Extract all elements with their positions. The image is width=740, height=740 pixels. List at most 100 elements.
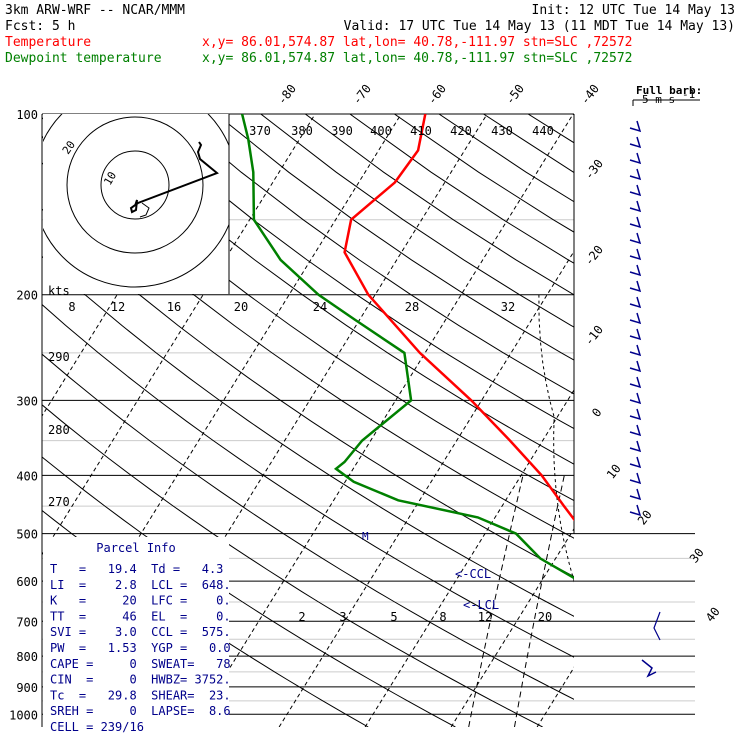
hodograph-ring-label: 10 — [101, 170, 119, 188]
valid-time: Valid: 17 UTC Tue 14 May 13 (11 MDT Tue … — [344, 19, 735, 34]
barb-legend-unit: 5 m s — [642, 93, 675, 106]
mixing-ratio-label: 8 — [439, 610, 446, 624]
dry-adiabat — [483, 114, 574, 174]
isotherm-label: 20 — [635, 508, 655, 528]
pressure-tick-label: 900 — [16, 681, 38, 695]
parcel-info-row: CELL = 239/16 — [50, 720, 144, 734]
mixing-ratio-label: 8 — [68, 300, 75, 314]
moist-adiabat — [640, 295, 717, 715]
theta-label: 370 — [249, 124, 271, 138]
wind-barb — [629, 424, 642, 437]
dry-adiabat — [82, 114, 574, 465]
lower-mixing-ratio-labels: 2 3 5 8 12 20 — [298, 610, 552, 624]
left-theta-label: 290 — [48, 350, 70, 364]
isotherm — [364, 389, 574, 727]
barb-legend-title: Full barb: — [636, 84, 702, 97]
theta-label: 400 — [370, 124, 392, 138]
left-theta-label: 270 — [48, 495, 70, 509]
hodograph-ring-inner — [100, 150, 170, 220]
isotherm — [623, 114, 740, 727]
wind-barb — [629, 488, 642, 501]
isotherm — [450, 527, 574, 727]
isotherm-label: -80 — [275, 82, 299, 108]
wind-barb — [629, 216, 642, 229]
parcel-info-row: SVI = 3.0 CCL = 575. — [50, 625, 231, 639]
parcel-info-row: SREH = 0 LAPSE= 8.6 — [50, 704, 231, 718]
mixing-ratio-label: 2 — [298, 610, 305, 624]
wind-barb — [629, 328, 642, 341]
dewpoint-profile — [240, 114, 574, 580]
temperature-profile — [343, 114, 574, 522]
dry-adiabat — [126, 114, 574, 430]
model-title: 3km ARW-WRF -- NCAR/MMM — [5, 3, 185, 18]
isotherm — [192, 114, 574, 727]
parcel-info-row: CAPE = 0 SWEAT= 78 — [50, 657, 231, 671]
parcel-info-row: K = 20 LFC = 0. — [50, 594, 231, 608]
mixing-ratio-label: 24 — [313, 300, 327, 314]
pressure-tick-label: 500 — [16, 528, 38, 542]
hodograph-units: kts — [48, 284, 70, 298]
wind-barb — [629, 408, 642, 421]
wind-barb — [629, 184, 642, 197]
storm-motion-marker — [139, 202, 150, 218]
pressure-tick-label: 800 — [16, 650, 38, 664]
dry-adiabat-lines — [42, 114, 574, 727]
theta-label: 410 — [410, 124, 432, 138]
dry-adiabat — [349, 114, 574, 264]
dewpoint-legend: Dewpoint temperature — [5, 51, 162, 66]
pressure-tick-label: 600 — [16, 575, 38, 589]
wind-barbs — [629, 120, 661, 678]
mixing-ratio-label: 12 — [111, 300, 125, 314]
isotherm — [42, 114, 316, 556]
mixing-ratio-label: 12 — [478, 610, 492, 624]
moist-adiabat — [726, 295, 740, 715]
mixing-ratio-label: 5 — [390, 610, 397, 624]
pressure-tick-label: 400 — [16, 469, 38, 483]
dry-adiabat — [305, 114, 574, 296]
theta-label: 380 — [291, 124, 313, 138]
wind-barb — [641, 659, 657, 678]
wind-barb — [629, 200, 642, 213]
pressure-tick-label: 1000 — [9, 708, 38, 722]
init-time: Init: 12 UTC Tue 14 May 13 — [532, 3, 736, 18]
parcel-info-row: LI = 2.8 LCL = 648. — [50, 578, 231, 592]
theta-label: 390 — [331, 124, 353, 138]
parcel-info-row: Tc = 29.8 SHEAR= 23. — [50, 688, 231, 702]
wind-barb — [629, 120, 642, 133]
dry-adiabat — [42, 255, 574, 617]
mixing-ratio-label: 32 — [501, 300, 515, 314]
mixing-ratio-lines — [468, 294, 740, 727]
isotherm-label: -70 — [350, 82, 374, 108]
temperature-legend: Temperature — [5, 35, 91, 50]
pressure-tick-label: 200 — [16, 289, 38, 303]
parcel-info-row: CIN = 0 HWBZ= 3752. — [50, 673, 231, 687]
mixing-ratio-line — [514, 475, 565, 727]
isotherm-label: -20 — [582, 243, 606, 269]
ccl-marker: <-CCL — [455, 567, 491, 581]
dry-adiabat — [171, 114, 574, 395]
hodograph-ring-outer — [66, 116, 204, 254]
isotherm-label: 30 — [687, 546, 707, 566]
isotherm-label: -60 — [425, 82, 449, 108]
dewpoint-location: x,y= 86.01,574.87 lat,lon= 40.78,-111.97… — [202, 51, 632, 66]
mixing-ratio-line — [687, 475, 719, 727]
isotherm-label: 40 — [703, 605, 723, 625]
theta-label: 430 — [491, 124, 513, 138]
mixing-ratio-label: 20 — [234, 300, 248, 314]
parcel-info-row: PW = 1.53 YGP = 0.0 — [50, 641, 231, 655]
isotherm-label: 10 — [604, 462, 624, 482]
wind-barb — [629, 344, 642, 357]
pressure-tick-label: 100 — [16, 108, 38, 122]
wind-barb — [629, 168, 642, 181]
wind-barb — [629, 136, 642, 149]
thermo-grid — [42, 114, 740, 727]
pressure-tick-label: 300 — [16, 394, 38, 408]
wind-barb — [629, 248, 642, 261]
parcel-info-panel: Parcel Info T = 19.4 Td = 4.3 LI = 2.8 LC… — [43, 537, 231, 734]
mixing-ratio-label: 3 — [339, 610, 346, 624]
isotherm-label: -10 — [582, 323, 606, 349]
parcel-info-row: T = 19.4 Td = 4.3 — [50, 562, 223, 576]
moist-adiabat — [597, 295, 674, 715]
isotherm-label: 0 — [589, 405, 604, 419]
hodograph-trace — [129, 141, 219, 214]
